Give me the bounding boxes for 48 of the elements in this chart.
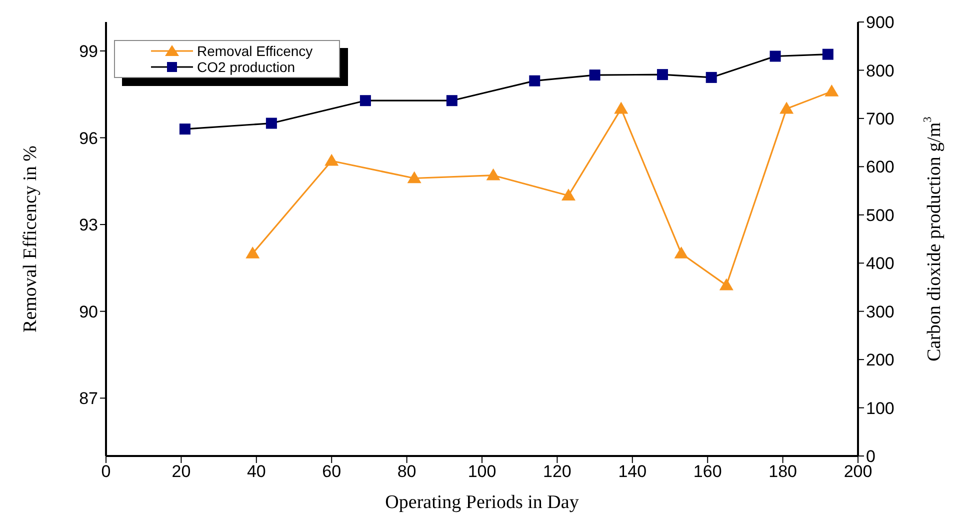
y-tick-label: 90 <box>79 302 98 322</box>
y2-tick-label: 100 <box>866 398 894 418</box>
point <box>529 75 540 86</box>
y2-tick-label: 400 <box>866 254 894 274</box>
point <box>589 70 600 81</box>
point <box>179 124 190 135</box>
y-tick-label: 93 <box>79 216 98 235</box>
point <box>246 246 260 258</box>
y2-tick-label: 800 <box>866 61 894 80</box>
point <box>822 48 834 60</box>
y2-tick-label: 500 <box>866 206 894 225</box>
point <box>266 118 277 129</box>
x-tick-label: 140 <box>618 462 647 482</box>
point <box>770 50 781 62</box>
point <box>706 72 717 83</box>
x-tick-label: 20 <box>172 462 191 482</box>
point <box>614 102 628 114</box>
point <box>719 278 734 290</box>
x-axis-title: Operating Periods in Day <box>385 492 580 513</box>
legend-label: Removal Efficency <box>197 43 313 59</box>
point <box>824 84 839 96</box>
point <box>780 102 794 114</box>
legend-label: CO2 production <box>197 59 296 75</box>
point <box>324 154 339 166</box>
x-tick-label: 120 <box>543 462 572 482</box>
point <box>360 95 371 106</box>
x-tick-label: 0 <box>101 462 111 482</box>
y2-tick-label: 700 <box>866 109 894 128</box>
x-tick-label: 160 <box>693 462 722 482</box>
point <box>407 171 422 184</box>
y-tick-label: 87 <box>79 389 98 408</box>
y-tick-label: 96 <box>79 128 98 148</box>
point <box>656 69 668 80</box>
x-tick-label: 80 <box>397 462 416 482</box>
point <box>561 188 576 200</box>
y2-tick-label: 900 <box>866 13 894 32</box>
y-tick-label: 99 <box>79 42 98 61</box>
point <box>486 168 500 180</box>
x-tick-label: 60 <box>322 462 342 482</box>
x-tick-label: 180 <box>768 462 797 482</box>
y-axis-title: Removal Efficency in % <box>20 145 40 332</box>
point <box>674 246 688 258</box>
y2-tick-label: 200 <box>866 350 894 370</box>
y2-tick-label: 600 <box>866 158 894 177</box>
point <box>446 95 458 106</box>
y2-tick-label: 300 <box>866 302 894 322</box>
x-tick-label: 40 <box>246 462 266 482</box>
x-tick-label: 100 <box>468 462 496 482</box>
